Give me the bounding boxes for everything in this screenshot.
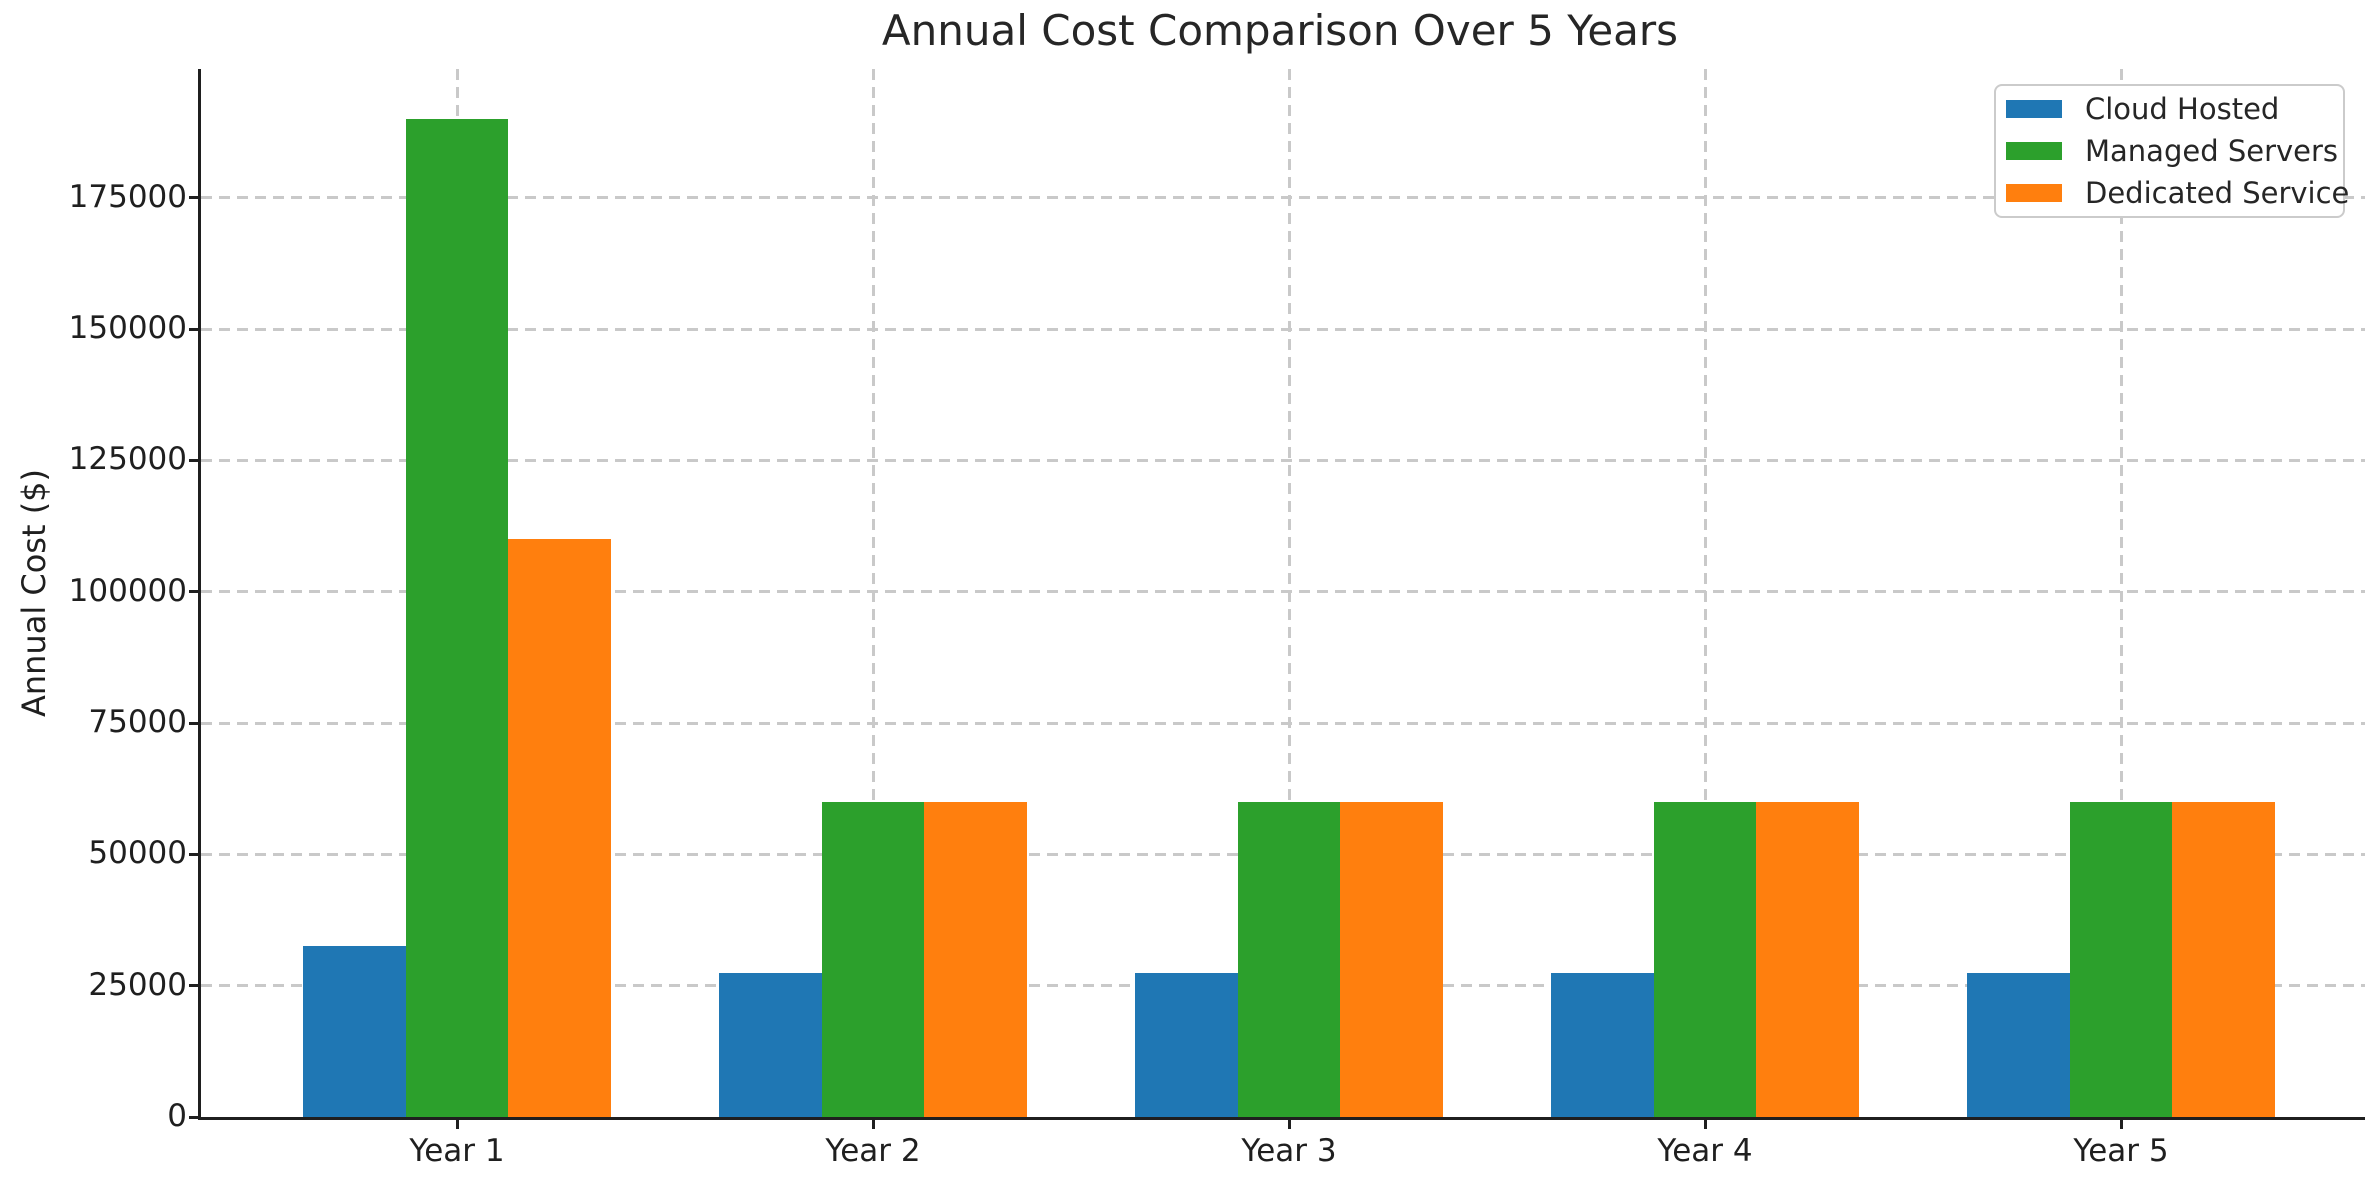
gridline-vertical-year-2 xyxy=(871,69,875,1117)
gridline-horizontal-100000 xyxy=(201,590,2365,594)
y-tick-mark-25000 xyxy=(189,984,198,988)
x-tick-mark-year-1 xyxy=(455,1120,459,1129)
y-tick-label-150000: 150000 xyxy=(68,310,187,347)
gridline-horizontal-125000 xyxy=(201,458,2365,462)
gridline-horizontal-175000 xyxy=(201,196,2365,200)
y-tick-mark-125000 xyxy=(189,458,198,462)
x-tick-mark-year-4 xyxy=(1703,1120,1707,1129)
gridline-horizontal-75000 xyxy=(201,721,2365,725)
x-tick-label-year-2: Year 2 xyxy=(825,1133,921,1169)
legend-item-dedicated-service: Dedicated Service xyxy=(1996,172,2349,214)
y-tick-label-75000: 75000 xyxy=(88,704,187,741)
x-tick-label-year-1: Year 1 xyxy=(409,1133,505,1169)
legend-item-managed-servers: Managed Servers xyxy=(1996,130,2343,172)
y-tick-mark-175000 xyxy=(189,196,198,200)
y-tick-label-125000: 125000 xyxy=(68,441,187,478)
y-tick-label-0: 0 xyxy=(167,1098,187,1134)
bar-cloud-hosted-year-5 xyxy=(1967,972,2070,1117)
y-tick-mark-0 xyxy=(189,1115,198,1119)
bar-cloud-hosted-year-1 xyxy=(303,946,406,1117)
legend-swatch-cloud-hosted xyxy=(2006,100,2062,118)
bar-managed-servers-year-4 xyxy=(1653,801,1757,1117)
bar-cloud-hosted-year-3 xyxy=(1135,972,1238,1117)
y-tick-mark-50000 xyxy=(189,852,198,856)
y-tick-label-100000: 100000 xyxy=(68,572,187,609)
y-tick-label-25000: 25000 xyxy=(88,966,187,1003)
gridline-vertical-year-4 xyxy=(1703,69,1707,1117)
legend-label-cloud-hosted: Cloud Hosted xyxy=(2085,92,2280,126)
gridline-vertical-year-3 xyxy=(1287,69,1291,1117)
bar-dedicated-service-year-5 xyxy=(2172,801,2275,1117)
bar-dedicated-service-year-2 xyxy=(924,801,1027,1117)
legend: Cloud Hosted Managed Servers Dedicated Ser… xyxy=(1994,84,2349,218)
legend-swatch-managed-servers xyxy=(2006,142,2062,160)
y-tick-mark-100000 xyxy=(189,590,198,594)
y-tick-label-175000: 175000 xyxy=(68,178,187,215)
bar-managed-servers-year-5 xyxy=(2069,801,2173,1117)
bar-cloud-hosted-year-2 xyxy=(719,972,822,1117)
bar-dedicated-service-year-3 xyxy=(1340,801,1443,1117)
legend-label-dedicated-service: Dedicated Service xyxy=(2085,176,2350,210)
bar-managed-servers-year-2 xyxy=(821,801,925,1117)
legend-item-cloud-hosted: Cloud Hosted xyxy=(1996,88,2343,130)
x-tick-mark-year-5 xyxy=(2119,1120,2123,1129)
bar-managed-servers-year-3 xyxy=(1237,801,1341,1117)
y-tick-label-50000: 50000 xyxy=(88,835,187,872)
x-tick-mark-year-2 xyxy=(871,1120,875,1129)
gridline-vertical-year-5 xyxy=(2119,69,2123,1117)
x-tick-label-year-3: Year 3 xyxy=(1241,1133,1337,1169)
bar-managed-servers-year-1 xyxy=(405,118,509,1117)
chart-title: Annual Cost Comparison Over 5 Years xyxy=(881,6,1679,55)
legend-label-managed-servers: Managed Servers xyxy=(2085,134,2339,168)
gridline-horizontal-150000 xyxy=(201,327,2365,331)
legend-swatch-dedicated-service xyxy=(2006,184,2062,202)
bar-cloud-hosted-year-4 xyxy=(1551,972,1654,1117)
bar-dedicated-service-year-4 xyxy=(1756,801,1859,1117)
x-tick-label-year-5: Year 5 xyxy=(2073,1133,2169,1169)
plot-area: 0 25000 50000 75000 100000 125000 150000 175000… xyxy=(69,69,2365,1169)
x-tick-label-year-4: Year 4 xyxy=(1657,1133,1753,1169)
x-tick-mark-year-3 xyxy=(1287,1120,1291,1129)
y-tick-mark-150000 xyxy=(189,327,198,331)
bar-dedicated-service-year-1 xyxy=(508,539,611,1117)
y-tick-mark-75000 xyxy=(189,721,198,725)
